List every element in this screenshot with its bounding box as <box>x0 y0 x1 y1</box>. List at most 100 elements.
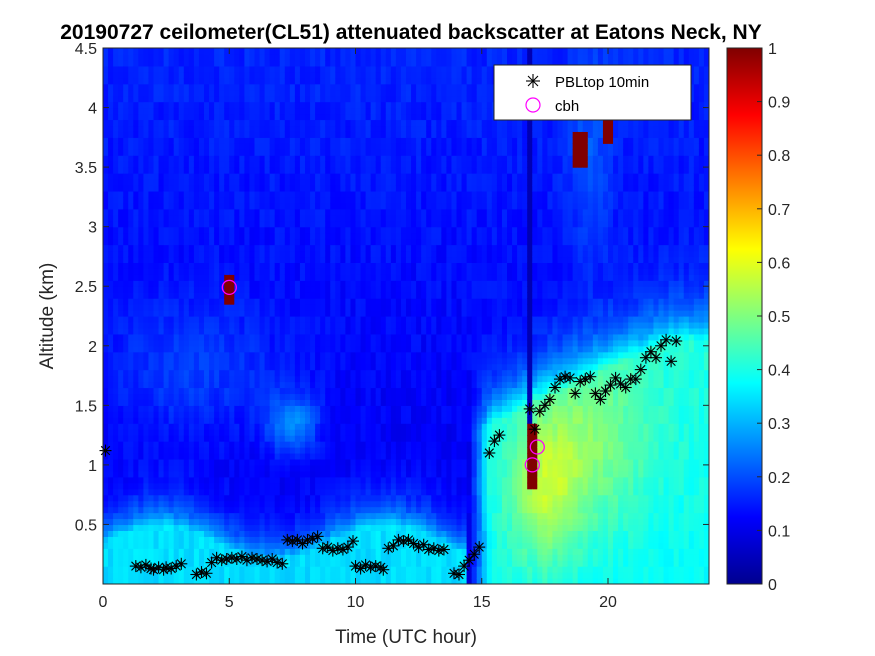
heatmap-cell <box>173 286 180 293</box>
heatmap-cell <box>198 161 205 168</box>
heatmap-cell <box>264 113 271 121</box>
heatmap-cell <box>269 506 276 514</box>
heatmap-cell <box>173 95 180 103</box>
heatmap-cell <box>128 95 134 103</box>
heatmap-cell <box>118 387 124 395</box>
heatmap-cell <box>138 345 144 353</box>
heatmap-cell <box>178 268 185 275</box>
heatmap-cell <box>254 524 261 531</box>
heatmap-cell <box>274 143 281 150</box>
heatmap-cell <box>239 572 245 579</box>
heatmap-cell <box>224 95 230 103</box>
heatmap-cell <box>264 220 271 228</box>
heatmap-cell <box>198 149 205 156</box>
heatmap-cell <box>168 411 175 418</box>
heatmap-cell <box>284 357 291 365</box>
heatmap-cell <box>335 77 341 85</box>
heatmap-cell <box>123 232 129 240</box>
heatmap-cell <box>143 417 150 424</box>
heatmap-cell <box>173 351 180 359</box>
heatmap-cell <box>254 214 261 222</box>
heatmap-cell <box>340 482 346 490</box>
heatmap-cell <box>219 304 225 311</box>
heatmap-cell <box>168 488 175 496</box>
heatmap-cell <box>163 458 170 466</box>
heatmap-cell <box>219 435 225 442</box>
heatmap-cell <box>158 369 165 377</box>
heatmap-cell <box>118 167 124 174</box>
heatmap-cell <box>375 155 382 162</box>
heatmap-cell <box>325 137 331 144</box>
heatmap-cell <box>299 71 306 79</box>
heatmap-cell <box>375 578 382 584</box>
heatmap-cell <box>365 333 372 341</box>
heatmap-cell <box>345 417 352 424</box>
heatmap-cell <box>239 357 245 365</box>
heatmap-cell <box>325 155 331 162</box>
heatmap-cell <box>254 232 261 240</box>
heatmap-cell <box>229 500 235 508</box>
heatmap-cell <box>103 500 109 508</box>
heatmap-cell <box>103 566 109 573</box>
heatmap-cell <box>310 143 316 150</box>
heatmap-cell <box>133 83 139 91</box>
heatmap-cell <box>143 244 150 252</box>
heatmap-cell <box>188 572 195 579</box>
heatmap-cell <box>325 464 331 472</box>
heatmap-cell <box>305 560 311 567</box>
heatmap-cell <box>224 53 230 61</box>
heatmap-cell <box>380 512 387 520</box>
heatmap-cell <box>113 512 119 520</box>
heatmap-cell <box>299 256 306 263</box>
heatmap-cell <box>330 452 336 460</box>
heatmap-cell <box>113 262 119 269</box>
heatmap-cell <box>234 494 240 502</box>
heatmap-cell <box>138 500 144 508</box>
heatmap-cell <box>365 524 372 531</box>
heatmap-cell <box>234 518 240 526</box>
heatmap-cell <box>234 83 240 91</box>
heatmap-cell <box>370 381 377 389</box>
heatmap-cell <box>375 470 382 478</box>
heatmap-cell <box>370 137 377 144</box>
heatmap-cell <box>325 429 331 436</box>
heatmap-cell <box>188 327 195 335</box>
heatmap-cell <box>173 53 180 61</box>
heatmap-cell <box>173 208 180 216</box>
heatmap-cell <box>214 345 220 353</box>
heatmap-cell <box>178 89 185 97</box>
heatmap-cell <box>370 59 377 67</box>
heatmap-cell <box>148 399 155 406</box>
heatmap-cell <box>224 202 230 210</box>
heatmap-cell <box>219 119 225 127</box>
heatmap-cell <box>128 393 134 400</box>
heatmap-cell <box>269 345 276 353</box>
heatmap-cell <box>279 232 286 240</box>
heatmap-cell <box>254 53 261 61</box>
heatmap-cell <box>274 202 281 210</box>
heatmap-cell <box>108 95 114 103</box>
heatmap-cell <box>163 268 170 275</box>
heatmap-cell <box>173 101 180 109</box>
heatmap-cell <box>204 262 210 269</box>
heatmap-cell <box>103 435 109 442</box>
heatmap-cell <box>108 250 114 258</box>
heatmap-cell <box>138 125 144 132</box>
heatmap-cell <box>148 316 155 323</box>
heatmap-cell <box>254 411 261 418</box>
heatmap-cell <box>118 512 124 520</box>
heatmap-cell <box>143 441 150 448</box>
heatmap-cell <box>123 542 129 549</box>
heatmap-cell <box>330 304 336 311</box>
heatmap-cell <box>108 208 114 216</box>
heatmap-cell <box>143 143 150 150</box>
heatmap-cell <box>289 274 296 281</box>
heatmap-cell <box>163 226 170 234</box>
heatmap-cell <box>138 452 144 460</box>
heatmap-cell <box>204 357 210 365</box>
heatmap-cell <box>294 327 301 335</box>
heatmap-cell <box>370 464 377 472</box>
heatmap-cell <box>355 381 362 389</box>
heatmap-cell <box>340 131 346 138</box>
heatmap-cell <box>254 387 261 395</box>
